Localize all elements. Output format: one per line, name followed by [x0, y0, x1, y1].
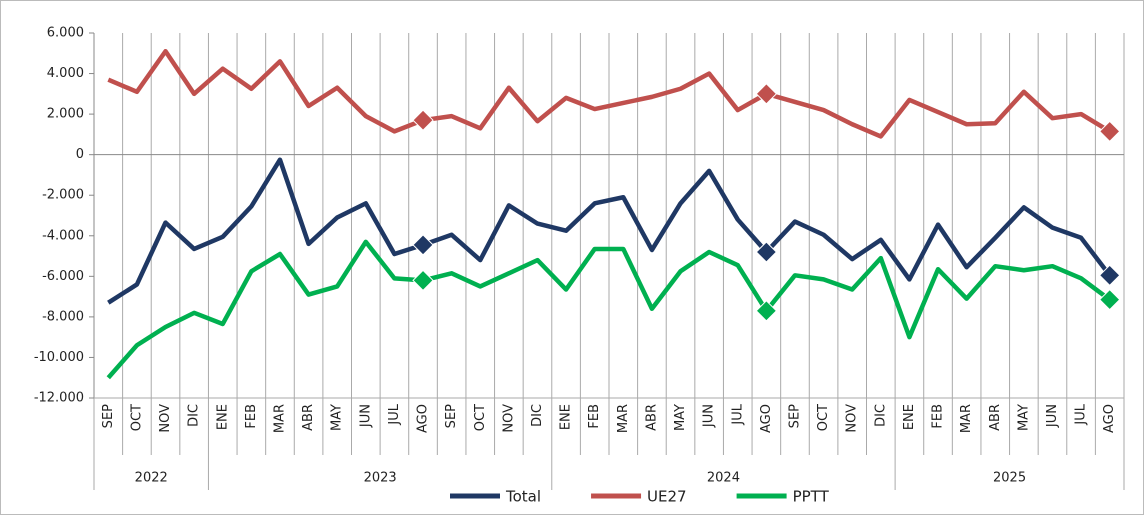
x-tick-label: NOV — [845, 404, 860, 433]
x-tick-label: NOV — [158, 404, 173, 433]
y-tick-label: -6.000 — [42, 269, 84, 284]
highlight-marker — [412, 234, 434, 256]
x-tick-label: JUN — [1045, 404, 1060, 428]
y-tick-label: -10.000 — [34, 350, 84, 365]
highlight-marker — [1098, 120, 1121, 143]
y-tick-label: 2.000 — [47, 107, 84, 122]
x-tick-label: AGO — [1102, 404, 1117, 433]
x-tick-label: SEP — [787, 404, 802, 428]
x-tick-label: OCT — [816, 404, 831, 431]
y-tick-label: 0 — [76, 147, 84, 162]
x-tick-label: JUL — [387, 403, 402, 425]
highlight-marker — [1098, 288, 1121, 311]
x-tick-label: OCT — [129, 404, 144, 431]
legend-label: Total — [505, 488, 541, 506]
x-tick-label: FEB — [244, 404, 259, 429]
x-tick-label: MAR — [616, 404, 631, 433]
x-tick-label: FEB — [587, 404, 602, 429]
y-tick-label: 6.000 — [47, 26, 84, 41]
highlight-marker — [755, 300, 778, 322]
x-tick-label: SEP — [444, 404, 459, 428]
x-tick-label: JUN — [702, 404, 717, 428]
x-tick-label: MAR — [272, 404, 287, 433]
x-tick-label: MAY — [673, 404, 688, 431]
x-tick-label: SEP — [101, 404, 116, 428]
x-tick-label: MAY — [330, 404, 345, 431]
x-tick-label: ABR — [988, 404, 1003, 431]
y-tick-label: -8.000 — [42, 309, 84, 324]
year-label: 2022 — [135, 471, 168, 486]
x-tick-label: ENE — [902, 404, 917, 430]
x-tick-label: ENE — [559, 404, 574, 430]
y-tick-label: 4.000 — [47, 66, 84, 81]
highlight-marker — [412, 269, 434, 292]
x-tick-label: DIC — [530, 404, 545, 427]
highlight-marker — [412, 109, 434, 131]
x-tick-label: JUN — [358, 404, 373, 428]
y-tick-label: -12.000 — [34, 391, 84, 406]
legend-label: UE27 — [647, 488, 687, 506]
y-tick-label: -4.000 — [42, 228, 84, 243]
y-tick-label: -2.000 — [42, 188, 84, 203]
x-tick-label: AGO — [416, 404, 431, 433]
x-tick-label: AGO — [759, 404, 774, 433]
x-tick-label: MAY — [1016, 404, 1031, 431]
x-tick-label: DIC — [873, 404, 888, 427]
series-line — [107, 49, 1111, 139]
x-tick-label: ENE — [215, 404, 230, 430]
year-label: 2023 — [364, 471, 397, 486]
x-tick-label: FEB — [931, 404, 946, 429]
year-label: 2025 — [993, 471, 1026, 486]
x-tick-label: JUL — [730, 403, 745, 425]
highlight-marker — [755, 83, 778, 105]
x-tick-label: DIC — [187, 404, 202, 427]
year-label: 2024 — [707, 471, 740, 486]
x-tick-label: MAR — [959, 404, 974, 433]
x-tick-label: ABR — [644, 404, 659, 431]
x-tick-label: ABR — [301, 404, 316, 431]
series-line — [106, 239, 1112, 380]
legend-label: PPTT — [793, 488, 830, 506]
series-line — [107, 157, 1112, 305]
x-tick-label: OCT — [473, 404, 488, 431]
x-tick-label: JUL — [1074, 403, 1089, 425]
highlight-marker — [755, 241, 778, 263]
x-tick-label: NOV — [501, 404, 516, 433]
highlight-marker — [1098, 264, 1121, 287]
